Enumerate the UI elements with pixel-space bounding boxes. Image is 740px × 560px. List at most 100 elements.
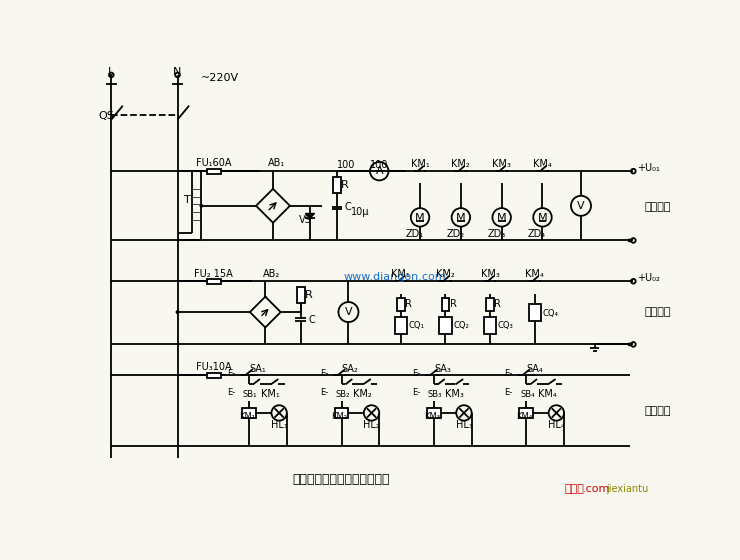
Text: E-: E- [505, 388, 513, 396]
Text: KM₂: KM₂ [436, 269, 455, 279]
Bar [440, 317, 451, 334]
Text: A: A [375, 166, 383, 176]
Text: KM₂: KM₂ [451, 159, 470, 169]
Text: KM₁: KM₁ [391, 269, 410, 279]
Text: KM₄: KM₄ [525, 269, 544, 279]
Text: KM₂: KM₂ [332, 412, 348, 421]
Text: N: N [173, 67, 182, 77]
Bar [484, 317, 497, 334]
Bar [297, 287, 305, 303]
Text: www.diangon.com: www.diangon.com [343, 272, 446, 282]
Text: M: M [456, 213, 465, 223]
Text: V: V [577, 201, 585, 211]
Text: HL₂: HL₂ [363, 420, 380, 430]
Text: M: M [538, 213, 548, 223]
Bar [397, 298, 405, 310]
Text: AB₁: AB₁ [268, 158, 286, 169]
Text: E-: E- [412, 369, 420, 378]
Text: jiexiantu: jiexiantu [606, 484, 649, 494]
Polygon shape [306, 213, 314, 218]
Text: V: V [345, 307, 352, 317]
Text: KM₃: KM₃ [445, 389, 464, 399]
Text: T: T [184, 195, 191, 204]
Text: KM₃: KM₃ [492, 159, 511, 169]
Text: KM₄: KM₄ [533, 159, 552, 169]
Bar [334, 408, 349, 418]
Text: 10μ: 10μ [351, 207, 369, 217]
Bar [333, 178, 340, 193]
Bar [206, 279, 221, 284]
Text: AB₂: AB₂ [263, 269, 280, 278]
Text: HL₄: HL₄ [548, 420, 565, 430]
Text: FU₁60A: FU₁60A [196, 158, 232, 169]
Text: L: L [108, 67, 115, 77]
Text: E-: E- [505, 369, 513, 378]
Text: SA₂: SA₂ [342, 364, 358, 374]
Text: CQ₄: CQ₄ [542, 309, 559, 318]
Text: R: R [450, 300, 457, 309]
Text: M: M [415, 213, 425, 223]
Bar [486, 298, 494, 310]
Text: KM₁: KM₁ [239, 412, 255, 421]
Text: E-: E- [320, 369, 328, 378]
Circle shape [200, 204, 204, 208]
Text: ZD₁: ZD₁ [406, 228, 424, 239]
Text: SB₄: SB₄ [520, 390, 535, 399]
Text: QS: QS [98, 111, 114, 122]
Bar [519, 408, 534, 418]
Text: M: M [497, 213, 506, 223]
Bar [206, 373, 221, 379]
Text: ZD₃: ZD₃ [487, 228, 505, 239]
Text: 搜线图: 搜线图 [564, 484, 584, 494]
Text: CQ₁: CQ₁ [408, 321, 424, 330]
Text: KM₄: KM₄ [538, 389, 556, 399]
Text: FU₃10A: FU₃10A [196, 362, 232, 372]
Text: R: R [494, 300, 501, 309]
Text: HL₃: HL₃ [456, 420, 472, 430]
Text: C: C [345, 202, 352, 212]
Circle shape [175, 310, 179, 314]
Text: R: R [405, 300, 412, 309]
Text: E-: E- [227, 388, 235, 396]
Bar [528, 305, 541, 321]
Text: E-: E- [412, 388, 420, 396]
Text: HL₁: HL₁ [271, 420, 288, 430]
Text: SB₂: SB₂ [335, 390, 350, 399]
Text: 励磁回路: 励磁回路 [645, 307, 671, 317]
Text: VS: VS [299, 214, 312, 225]
Text: R: R [340, 180, 349, 190]
Text: KM₃: KM₃ [424, 412, 440, 421]
Bar [442, 298, 449, 310]
Text: 控制回路: 控制回路 [645, 405, 671, 416]
Bar [242, 408, 256, 418]
Circle shape [628, 239, 631, 242]
Text: 电枢回路: 电枢回路 [645, 202, 671, 212]
Bar [394, 317, 407, 334]
Text: 直流电动机电枢电压调速电路: 直流电动机电枢电压调速电路 [292, 473, 389, 486]
Text: E-: E- [320, 388, 328, 396]
Circle shape [628, 343, 631, 346]
Text: SA₁: SA₁ [249, 364, 266, 374]
Text: C: C [309, 315, 315, 325]
Text: KM₁: KM₁ [411, 159, 429, 169]
Text: SB₁: SB₁ [243, 390, 258, 399]
Text: KM₂: KM₂ [353, 389, 371, 399]
Text: ZD₂: ZD₂ [446, 228, 465, 239]
Text: SB₃: SB₃ [428, 390, 442, 399]
Text: .com: .com [582, 484, 610, 494]
Bar [206, 169, 221, 174]
Text: CQ₂: CQ₂ [453, 321, 469, 330]
Text: ZD₄: ZD₄ [528, 228, 546, 239]
Text: KM₃: KM₃ [481, 269, 500, 279]
Text: +U₀₂: +U₀₂ [637, 273, 660, 283]
Text: 100: 100 [337, 160, 355, 170]
Text: R: R [305, 290, 312, 300]
Text: SA₃: SA₃ [434, 364, 451, 374]
Text: KM₁: KM₁ [260, 389, 279, 399]
Text: FU₂ 15A: FU₂ 15A [195, 269, 233, 278]
Text: +U₀₁: +U₀₁ [637, 163, 660, 173]
Text: ~220V: ~220V [201, 73, 239, 83]
Text: CQ₃: CQ₃ [498, 321, 514, 330]
Text: 100: 100 [370, 160, 388, 170]
Text: E-: E- [227, 369, 235, 378]
